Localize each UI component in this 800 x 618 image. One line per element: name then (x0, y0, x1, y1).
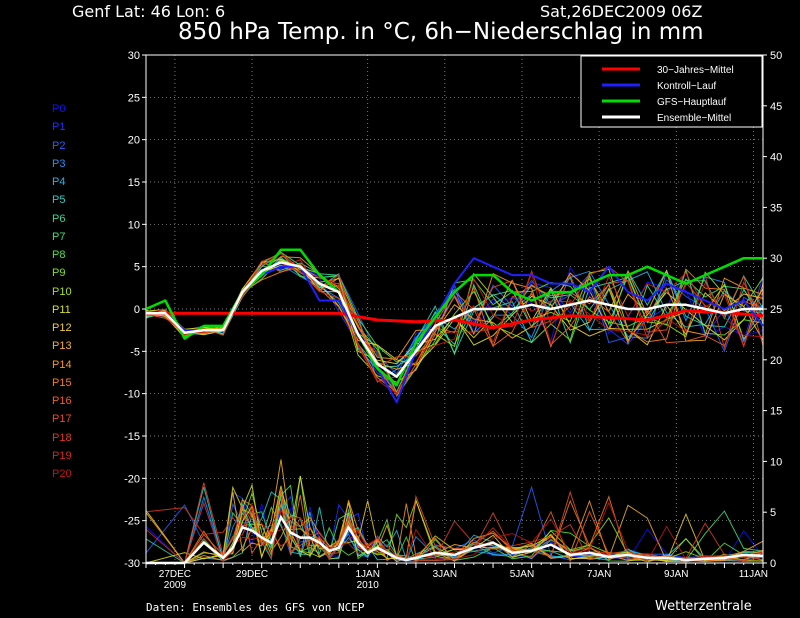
location-label: Genf Lat: 46 Lon: 6 (72, 2, 226, 21)
member-label: P10 (52, 285, 72, 298)
precipitation-spaghetti (145, 459, 764, 564)
member-label: P17 (52, 413, 72, 426)
y-left-tick-label: -20 (124, 473, 140, 485)
member-list: P0 P1 P2 P3 P4 P5 P6 P7 P8 P9 P10 P11 P12 P13 P14 P15 P1… (52, 100, 72, 483)
x-tick-label-year: 2009 (164, 580, 187, 591)
x-tick-label: 11JAN (739, 569, 768, 580)
y-left-tick-label: 20 (128, 135, 140, 147)
y-left-tick-label: -10 (124, 389, 140, 401)
member-precip-line (146, 459, 764, 564)
temperature-spaghetti (145, 251, 764, 397)
member-label: P7 (52, 230, 66, 243)
y-left-tick-label: 0 (134, 304, 140, 316)
x-tick-label: 29DEC (236, 569, 268, 580)
member-label: P18 (52, 431, 72, 444)
y-left-tick-label: 5 (134, 262, 140, 274)
y-right-tick-label: 5 (770, 507, 776, 519)
series-line (146, 309, 764, 330)
member-label: P0 (52, 103, 66, 115)
member-label: P2 (52, 139, 66, 152)
x-tick-label: 7JAN (587, 569, 611, 580)
member-label: P16 (52, 395, 72, 407)
member-label: P6 (52, 212, 66, 225)
legend: 30−Jahres−Mittel Kontroll−Lauf GFS−Hauptla… (580, 55, 763, 128)
member-label: P12 (52, 322, 72, 334)
member-label: P11 (52, 303, 71, 316)
y-left-tick-label: -15 (124, 431, 140, 443)
member-label: P8 (52, 249, 66, 261)
y-left-tick-label: 15 (128, 177, 140, 189)
main-series (145, 248, 764, 565)
series-line (146, 261, 763, 378)
member-label: P19 (52, 449, 72, 462)
precip-ensemble-mean-line (146, 514, 764, 565)
legend-label: Kontroll−Lauf (657, 81, 716, 92)
y-right-tick-label: 50 (770, 50, 782, 62)
chart-title: 850 hPa Temp. in °C, 6h−Niederschlag in … (178, 19, 704, 45)
y-left-tick-label: -30 (124, 558, 140, 570)
y-left-tick-label: 30 (128, 50, 140, 62)
y-left-tick-label: -5 (130, 346, 140, 358)
x-tick-label: 5JAN (510, 569, 534, 580)
x-tick-label-year: 2010 (357, 580, 380, 591)
x-tick-label: 1JAN (356, 569, 380, 580)
run-time-label: Sat,26DEC2009 06Z (540, 2, 703, 21)
member-label: P13 (52, 340, 72, 353)
y-right-tick-label: 15 (770, 406, 782, 418)
y-left-tick-label: 25 (128, 92, 140, 104)
y-right-tick-label: 0 (770, 558, 776, 570)
y-left-tick-label: 10 (128, 219, 140, 231)
member-label: P5 (52, 194, 66, 207)
member-label: P15 (52, 376, 72, 389)
member-label: P1 (52, 121, 66, 134)
member-label: P14 (52, 358, 72, 371)
grid-lines (146, 55, 763, 563)
y-right-tick-label: 40 (770, 152, 782, 164)
y-right-tick-label: 10 (770, 456, 782, 468)
y-right-tick-label: 30 (770, 253, 782, 265)
y-right-tick-label: 25 (770, 304, 782, 316)
y-right-tick-label: 20 (770, 355, 782, 367)
legend-label: GFS−Hauptlauf (657, 97, 726, 108)
member-label: P20 (52, 468, 72, 480)
y-right-tick-label: 35 (770, 202, 782, 214)
member-label: P3 (52, 157, 66, 170)
legend-label: 30−Jahres−Mittel (657, 65, 734, 76)
legend-label: Ensemble−Mittel (657, 113, 731, 124)
data-credit: Daten: Ensembles des GFS von NCEP (146, 601, 365, 614)
member-label: P9 (52, 267, 66, 280)
brand-label: Wetterzentrale (655, 599, 752, 614)
y-right-tick-label: 45 (770, 101, 782, 113)
x-tick-label: 3JAN (433, 569, 457, 580)
x-tick-label: 27DEC (159, 569, 191, 580)
member-label: P4 (52, 176, 66, 188)
y-left-tick-label: -25 (124, 516, 140, 528)
x-tick-label: 9JAN (664, 569, 688, 580)
